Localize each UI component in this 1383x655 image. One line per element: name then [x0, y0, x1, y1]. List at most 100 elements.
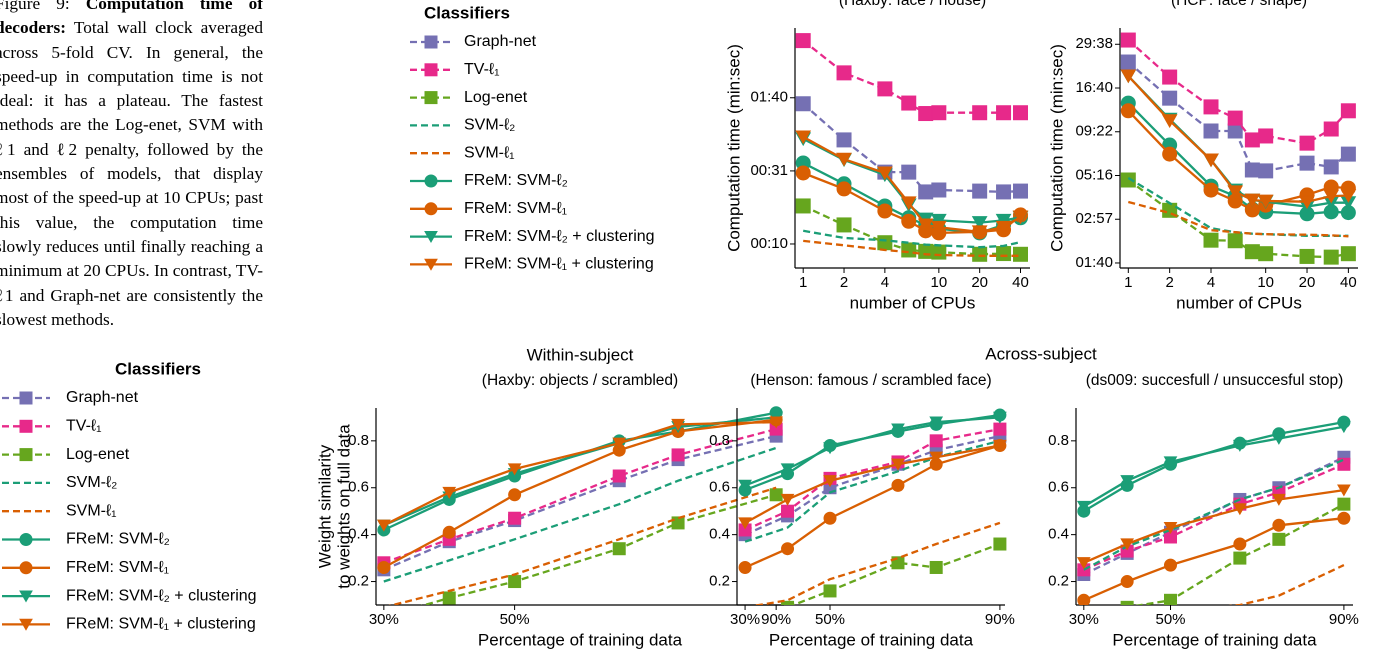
chart-subtitle: (HCP: face / shape) [1171, 0, 1307, 9]
marker [769, 416, 784, 429]
y-axis-label: Computation time (min:sec) [1047, 44, 1066, 252]
marker [1120, 575, 1134, 589]
legend-label: SVM-ℓ₂ [66, 474, 117, 491]
x-tick-label: 10 [1257, 274, 1274, 291]
marker [612, 542, 626, 556]
marker [1120, 600, 1134, 605]
marker [1120, 475, 1135, 488]
marker [442, 591, 456, 605]
y-axis-label: Weight similarity [315, 444, 334, 568]
x-tick-label: 2 [840, 274, 848, 291]
series-line [383, 418, 777, 569]
legend: Classifiers Graph-net TV-ℓ₁ Log-enet SVM-ℓ₂ S… [2, 359, 257, 633]
y-tick-label: 01:40 [750, 89, 788, 106]
legend-title: Classifiers [115, 359, 201, 378]
marker [1120, 538, 1135, 551]
marker [1227, 233, 1243, 249]
x-axis-label: number of CPUs [850, 293, 976, 312]
marker [836, 65, 852, 81]
marker [891, 478, 905, 492]
marker [995, 220, 1012, 235]
marker [1012, 210, 1029, 225]
legend-marker [19, 590, 33, 603]
chart: 0.2 0.4 0.6 0.8 30% 50% 90% (Henson: famous / s… [709, 372, 1015, 649]
marker [931, 105, 947, 121]
legend-label: Log-enet [464, 89, 528, 106]
marker [671, 448, 685, 462]
marker [971, 216, 988, 230]
y-tick-label: 05:16 [1075, 166, 1113, 183]
marker [901, 164, 917, 180]
marker [507, 463, 522, 476]
legend-label: Log-enet [66, 446, 130, 463]
series-line [744, 444, 1001, 569]
legend-marker [19, 419, 33, 433]
plot-area [1076, 415, 1351, 605]
series-line [383, 411, 777, 532]
y-tick-label: 0.6 [1048, 479, 1069, 496]
marker [1340, 146, 1356, 162]
x-tick-label: 1 [1124, 274, 1132, 291]
marker [1163, 456, 1178, 469]
caption-label: Figure 9: [0, 0, 70, 13]
marker [1120, 103, 1136, 119]
marker [1340, 103, 1356, 119]
marker [836, 152, 852, 167]
y-tick-label: 0.4 [1048, 526, 1069, 543]
marker [1244, 244, 1260, 260]
series-line [744, 434, 1001, 536]
marker [836, 217, 852, 233]
marker [1203, 153, 1219, 168]
marker [738, 560, 752, 574]
x-tick-label: 4 [1207, 274, 1215, 291]
series-line [1228, 564, 1345, 605]
marker [508, 488, 522, 502]
figure-caption: Figure 9: Computation time of decoders: … [0, 0, 263, 332]
marker [1340, 246, 1356, 262]
series-line [383, 446, 777, 583]
y-tick-label: 01:40 [1075, 254, 1113, 271]
marker [781, 504, 795, 518]
marker [931, 182, 947, 198]
marker [377, 560, 391, 574]
group-title: Across-subject [985, 344, 1097, 363]
legend-label: FReM: SVM-ℓ₂ + clustering [464, 228, 655, 245]
series-line [744, 444, 1001, 524]
legend: Classifiers Graph-net TV-ℓ₁ Log-enet SVM-ℓ₂ S… [410, 3, 655, 273]
marker [442, 525, 456, 539]
plot-area [795, 33, 1029, 262]
marker [1244, 193, 1261, 208]
legend-marker [19, 533, 33, 546]
marker [1233, 551, 1247, 565]
x-axis-label: Percentage of training data [769, 630, 974, 649]
marker [1203, 232, 1219, 248]
legend-label: FReM: SVM-ℓ₂ + clustering [66, 587, 257, 604]
marker [612, 469, 626, 483]
plot-area [376, 406, 784, 605]
marker [891, 423, 905, 436]
marker [1120, 54, 1136, 70]
series-line [383, 434, 777, 571]
marker [1323, 249, 1339, 265]
legend-marker [424, 258, 438, 271]
marker [972, 183, 988, 199]
chart: 01:40 02:57 05:16 09:22 16:40 29:38 1 2 4 10 20 40 (… [1047, 0, 1358, 312]
x-tick-label: 50% [815, 611, 845, 628]
legend-label: SVM-ℓ₂ [464, 117, 515, 134]
marker [823, 511, 837, 525]
marker [823, 584, 837, 598]
x-tick-label: 50% [500, 611, 530, 628]
marker [1013, 246, 1029, 262]
marker [1244, 162, 1260, 178]
y-axis-label: to weights on full data [334, 424, 353, 589]
marker [1258, 163, 1274, 179]
series-line [420, 493, 777, 605]
y-tick-label: 0.2 [709, 573, 730, 590]
caption-text: Total wall clock averaged across 5-fold … [0, 18, 263, 329]
marker [1232, 503, 1247, 516]
series-line [1128, 200, 1349, 238]
legend-label: FReM: SVM-ℓ₁ + clustering [464, 256, 654, 273]
marker [901, 213, 917, 229]
marker [836, 181, 852, 197]
marker [1257, 194, 1274, 209]
